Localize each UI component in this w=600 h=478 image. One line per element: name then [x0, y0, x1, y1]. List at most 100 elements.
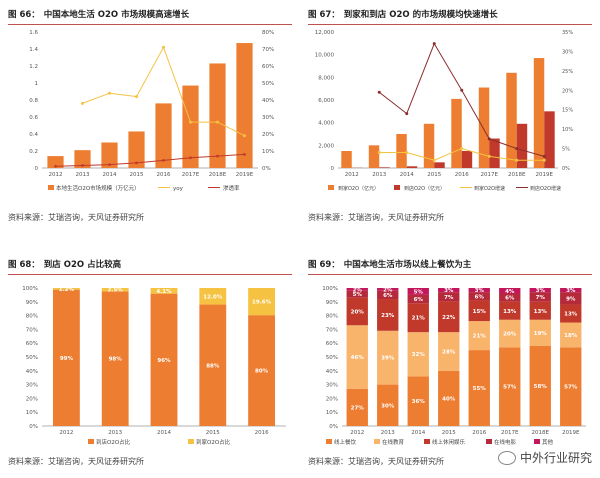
data-label: 5%: [414, 289, 424, 295]
x-tick-label: 2016: [157, 172, 171, 178]
stack-segment: [101, 288, 129, 292]
x-tick-label: 2016: [472, 430, 486, 436]
x-tick-label: 2018E: [209, 172, 227, 178]
data-label: 20%: [351, 309, 365, 315]
legend-label: 到店O2O（亿元）: [404, 185, 445, 192]
x-tick-label: 2018E: [508, 172, 526, 178]
data-label: 46%: [351, 355, 365, 361]
stack-segment: [560, 288, 582, 293]
data-label: 99%: [60, 356, 74, 362]
data-label: 2.5%: [108, 288, 124, 294]
stack-segment: [529, 301, 551, 320]
source-note-67: 资料来源：艾瑞咨询，天风证券研究所: [308, 213, 444, 222]
bar: [209, 63, 226, 169]
stack-segment: [377, 299, 399, 331]
data-label: 13%: [534, 309, 548, 315]
y-tick-label: 50%: [26, 355, 38, 361]
bar-daojia: [368, 145, 380, 168]
y2-tick-label: 40%: [262, 98, 274, 104]
stack-segment: [199, 288, 227, 305]
stack-segment: [499, 293, 521, 302]
bar-daojia: [478, 87, 490, 168]
y-tick-label: 90%: [326, 300, 338, 306]
stack-segment: [407, 288, 429, 295]
y-tick-label: 30%: [326, 383, 338, 389]
stack-segment: [150, 293, 178, 426]
y-tick-label: 4,000: [318, 121, 334, 127]
x-tick-label: 2017E: [501, 430, 519, 436]
daodian-growth-point: [515, 147, 519, 151]
x-tick-label: 2018E: [532, 430, 550, 436]
legend-label: 其他: [542, 438, 554, 446]
daojia-growth-point: [377, 150, 381, 154]
y-tick-label: 60%: [326, 341, 338, 347]
x-tick-label: 2012: [345, 172, 359, 178]
legend-label: 在线电影: [494, 438, 517, 446]
chart-panel-69: 图 69： 中国本地生活市场以线上餐饮为主 0% 10% 20% 30% 40% 50% 60…: [308, 256, 592, 468]
legend-label: 到家O2O增速: [474, 185, 505, 192]
stack-segment: [199, 304, 227, 426]
data-label: 13%: [564, 312, 578, 318]
data-label: 13%: [503, 309, 517, 315]
bar-daojia: [396, 134, 407, 168]
chart-panel-68: 图 68： 到店 O2O 占比较高 0% 10% 20% 30% 40% 50% 60% 70%…: [8, 256, 292, 468]
y-tick-label: 0.8: [29, 98, 38, 104]
y-tick-label: 1.2: [29, 64, 38, 70]
penetration-point: [216, 154, 219, 158]
x-tick-label: 2016: [455, 172, 469, 178]
stack-segment: [438, 370, 460, 426]
data-label: 3%: [536, 288, 546, 294]
stack-segment: [346, 288, 368, 291]
bar-daodian: [516, 123, 528, 168]
y2-tick-label: 15%: [562, 108, 573, 114]
stack-segment: [438, 301, 460, 333]
legend-label: 本地生活O2O市场规模（万亿元）: [56, 184, 140, 192]
y-tick-label: 10,000: [315, 53, 335, 59]
daojia-growth-point: [542, 158, 546, 162]
chart-title-66: 图 66： 中国本地生活 O2O 市场规模高速增长: [8, 6, 292, 25]
y-tick-label: 90%: [26, 300, 38, 306]
data-label: 39%: [381, 356, 395, 362]
data-label: 21%: [412, 316, 426, 322]
chart-title-67: 图 67： 到家和到店 O2O 的市场规模均快速增长: [308, 6, 592, 25]
daojia-growth-point: [487, 154, 491, 158]
penetration-point: [162, 159, 165, 162]
legend-label: yoy: [173, 186, 184, 192]
stack-segment: [377, 288, 399, 291]
bar: [74, 150, 91, 168]
stack-segment: [468, 300, 490, 322]
x-tick-label: 2017E: [481, 172, 499, 178]
data-label: 57%: [503, 385, 517, 391]
y-tick-label: 1.6: [29, 30, 38, 36]
data-label: 28%: [442, 349, 456, 355]
data-label: 3%: [475, 288, 485, 294]
bar: [101, 142, 118, 168]
y-tick-label: 100%: [322, 286, 338, 292]
y-tick-label: 0.4: [29, 132, 38, 138]
legend-swatch: [424, 439, 430, 444]
y2-tick-label: 60%: [262, 64, 274, 70]
bar-daodian: [489, 138, 500, 168]
daojia-growth-point: [460, 147, 464, 151]
bar-daojia: [506, 72, 517, 168]
y2-tick-label: 70%: [262, 47, 274, 53]
y-tick-label: 0: [35, 166, 39, 172]
bar-daojia: [423, 123, 435, 168]
y-tick-label: 80%: [326, 314, 338, 320]
x-tick-label: 2017E: [182, 172, 200, 178]
daodian-growth-point: [405, 112, 409, 116]
daojia-growth-point: [432, 158, 436, 162]
data-label: 4.1%: [156, 289, 172, 295]
data-label: 7%: [536, 295, 546, 301]
y-tick-label: 40%: [26, 369, 38, 375]
y2-tick-label: 20%: [262, 132, 274, 138]
y-tick-label: 2,000: [318, 143, 334, 149]
y-tick-label: 60%: [26, 341, 38, 347]
chart-title-68: 图 68： 到店 O2O 占比较高: [8, 256, 292, 275]
stack-segment: [407, 294, 429, 304]
data-label: 1.2%: [59, 287, 75, 293]
bar: [47, 156, 64, 168]
wechat-icon: [497, 450, 516, 465]
daodian-growth-point: [460, 88, 464, 92]
data-label: 6%: [475, 294, 485, 300]
